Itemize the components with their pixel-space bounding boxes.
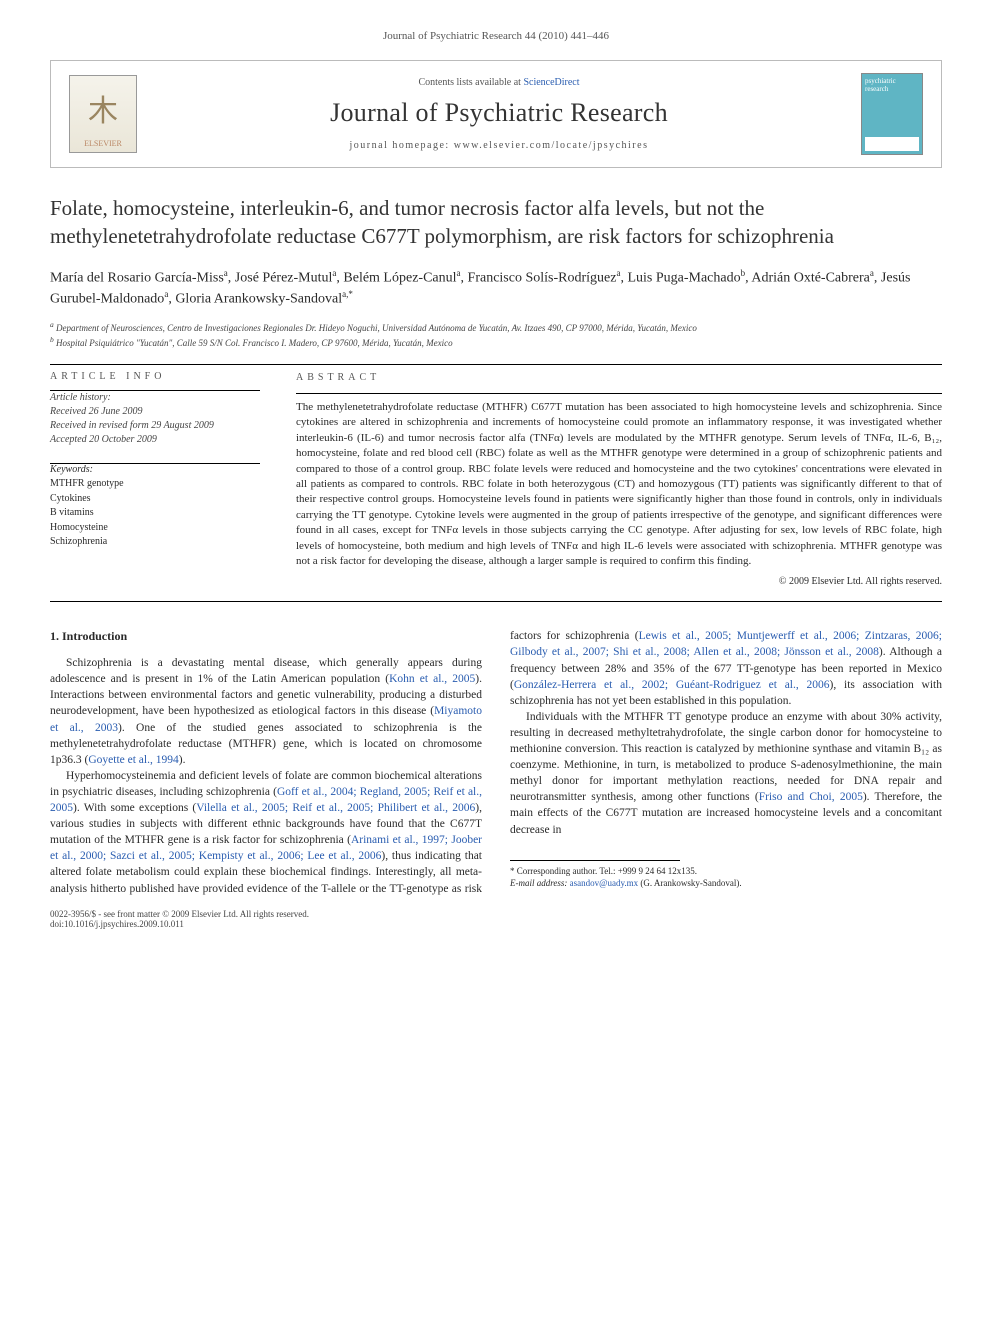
affiliations: a Department of Neurosciences, Centro de… (50, 320, 942, 350)
contents-prefix: Contents lists available at (418, 77, 523, 88)
paragraph-1: Schizophrenia is a devastating mental di… (50, 655, 482, 768)
elsevier-logo: ⽊ ELSEVIER (69, 75, 137, 153)
article-info-column: ARTICLE INFO Article history: Received 2… (50, 371, 260, 589)
journal-reference: Journal of Psychiatric Research 44 (2010… (50, 30, 942, 42)
header-center: Contents lists available at ScienceDirec… (155, 77, 843, 151)
affiliation-b: b Hospital Psiquiátrico "Yucatán", Calle… (50, 335, 942, 350)
ref-joober-2000[interactable]: et al., 2000; Sazci et al., 2005; Kempis… (50, 850, 381, 862)
doi-block: 0022-3956/$ - see front matter © 2009 El… (50, 909, 942, 929)
rule-top (50, 364, 942, 365)
sciencedirect-link[interactable]: ScienceDirect (523, 77, 579, 88)
tree-icon: ⽊ (70, 76, 136, 139)
homepage-line: journal homepage: www.elsevier.com/locat… (155, 140, 843, 151)
authors-line: María del Rosario García-Missa, José Pér… (50, 267, 942, 310)
ref-arinami-1997[interactable]: Arinami et al., 1997; Joober (351, 834, 482, 846)
footer-rule (510, 860, 680, 861)
email-label: E-mail address: (510, 878, 570, 888)
ref-gonzalez-2002[interactable]: González-Herrera et al., 2002; Guéant-Ro… (514, 679, 830, 691)
journal-header-box: ⽊ ELSEVIER Contents lists available at S… (50, 60, 942, 168)
abstract-copyright: © 2009 Elsevier Ltd. All rights reserved… (296, 575, 942, 589)
article-history: Article history: Received 26 June 2009 R… (50, 391, 260, 447)
keywords-heading: Keywords: (50, 464, 260, 475)
info-abstract-row: ARTICLE INFO Article history: Received 2… (50, 371, 942, 589)
article-title: Folate, homocysteine, interleukin-6, and… (50, 194, 942, 251)
abstract-text: The methylenetetrahydrofolate reductase … (296, 400, 942, 569)
body-columns: 1. Introduction Schizophrenia is a devas… (50, 628, 942, 896)
paragraph-3: Individuals with the MTHFR TT genotype p… (510, 709, 942, 838)
email-link[interactable]: asandov@uady.mx (570, 878, 638, 888)
history-heading: Article history: (50, 391, 260, 405)
cover-label-bottom: research (865, 85, 919, 93)
doi-line: doi:10.1016/j.jpsychires.2009.10.011 (50, 919, 942, 929)
abstract-column: ABSTRACT The methylenetetrahydrofolate r… (296, 371, 942, 589)
contents-line: Contents lists available at ScienceDirec… (155, 77, 843, 88)
article-info-heading: ARTICLE INFO (50, 371, 260, 382)
email-tail: (G. Arankowsky-Sandoval). (638, 878, 741, 888)
affiliation-a: a Department of Neurosciences, Centro de… (50, 320, 942, 335)
ref-goyette-1994[interactable]: Goyette et al., 1994 (88, 754, 178, 766)
keywords-list: MTHFR genotypeCytokinesB vitaminsHomocys… (50, 477, 260, 550)
homepage-url: www.elsevier.com/locate/jpsychires (454, 140, 649, 151)
keyword-item: B vitamins (50, 506, 260, 521)
ref-kohn-2005[interactable]: Kohn et al., 2005 (389, 673, 475, 685)
abstract-rule (296, 393, 942, 394)
journal-title: Journal of Psychiatric Research (155, 98, 843, 128)
section-heading-intro: 1. Introduction (50, 628, 482, 645)
homepage-prefix: journal homepage: (350, 140, 454, 151)
ref-vilella-2005[interactable]: Vilella et al., 2005; Reif et al., 2005;… (196, 802, 475, 814)
corresponding-author-block: * Corresponding author. Tel.: +999 9 24 … (510, 860, 942, 889)
keyword-item: Schizophrenia (50, 535, 260, 550)
abstract-heading: ABSTRACT (296, 371, 942, 385)
corresponding-author: * Corresponding author. Tel.: +999 9 24 … (510, 865, 942, 877)
rule-bottom (50, 601, 942, 602)
keyword-item: MTHFR genotype (50, 477, 260, 492)
journal-cover-thumb: psychiatric research (861, 73, 923, 155)
cover-band (865, 137, 919, 151)
ref-friso-2005[interactable]: Friso and Choi, 2005 (759, 791, 863, 803)
keyword-item: Homocysteine (50, 521, 260, 536)
email-line: E-mail address: asandov@uady.mx (G. Aran… (510, 877, 942, 889)
revised-date: Received in revised form 29 August 2009 (50, 419, 260, 433)
cover-label-top: psychiatric (865, 77, 919, 85)
publisher-name: ELSEVIER (84, 139, 122, 148)
issn-line: 0022-3956/$ - see front matter © 2009 El… (50, 909, 942, 919)
received-date: Received 26 June 2009 (50, 405, 260, 419)
accepted-date: Accepted 20 October 2009 (50, 433, 260, 447)
keyword-item: Cytokines (50, 492, 260, 507)
